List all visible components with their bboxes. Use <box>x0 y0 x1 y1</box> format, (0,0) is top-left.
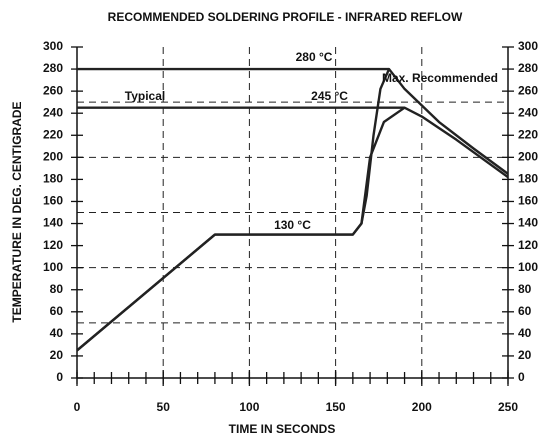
y2-tick-label: 240 <box>518 105 538 119</box>
y2-tick-label: 200 <box>518 150 538 164</box>
x-tick-label: 200 <box>412 400 432 414</box>
y2-tick-label: 20 <box>518 348 532 362</box>
line-series <box>76 67 509 352</box>
y2-tick-label: 160 <box>518 194 538 208</box>
x-tick-label: 100 <box>239 400 259 414</box>
x-tick-label: 150 <box>326 400 346 414</box>
x-tick-label: 250 <box>498 400 518 414</box>
y2-tick-label: 260 <box>518 83 538 97</box>
y2-tick-label: 300 <box>518 39 538 53</box>
line-series <box>76 106 509 352</box>
y-tick-label: 100 <box>43 260 63 274</box>
y-tick-label: 260 <box>43 83 63 97</box>
y-tick-label: 0 <box>56 370 63 384</box>
y-tick-label: 120 <box>43 238 63 252</box>
reference-label: 280 °C <box>296 50 333 64</box>
y2-tick-label: 60 <box>518 304 532 318</box>
annotation: 130 °C <box>274 218 311 232</box>
y-tick-label: 20 <box>50 348 64 362</box>
y2-tick-label: 40 <box>518 326 532 340</box>
y-tick-label: 280 <box>43 61 63 75</box>
x-tick-label: 0 <box>74 400 81 414</box>
y-tick-label: 240 <box>43 105 63 119</box>
y2-tick-label: 120 <box>518 238 538 252</box>
y-tick-label: 80 <box>50 282 64 296</box>
y-tick-label: 140 <box>43 216 63 230</box>
chart-title: RECOMMENDED SOLDERING PROFILE - INFRARED… <box>108 10 463 24</box>
series-label: Max. Recommended <box>382 71 498 85</box>
y-tick-label: 40 <box>50 326 64 340</box>
y-tick-label: 300 <box>43 39 63 53</box>
x-axis-label: TIME IN SECONDS <box>229 422 336 436</box>
y-tick-label: 200 <box>43 150 63 164</box>
y-tick-label: 160 <box>43 194 63 208</box>
y2-tick-label: 100 <box>518 260 538 274</box>
y2-tick-label: 220 <box>518 127 538 141</box>
x-tick-label: 50 <box>157 400 171 414</box>
y2-tick-label: 280 <box>518 61 538 75</box>
y2-tick-label: 0 <box>518 370 525 384</box>
y2-tick-label: 180 <box>518 172 538 186</box>
y-tick-label: 60 <box>50 304 64 318</box>
y-tick-label: 220 <box>43 127 63 141</box>
reference-label: 245 °C <box>311 89 348 103</box>
y2-tick-label: 80 <box>518 282 532 296</box>
series-label: Typical <box>125 89 165 103</box>
y-tick-label: 180 <box>43 172 63 186</box>
y2-tick-label: 140 <box>518 216 538 230</box>
y-axis-label: TEMPERATURE IN DEG. CENTIGRADE <box>10 101 24 322</box>
